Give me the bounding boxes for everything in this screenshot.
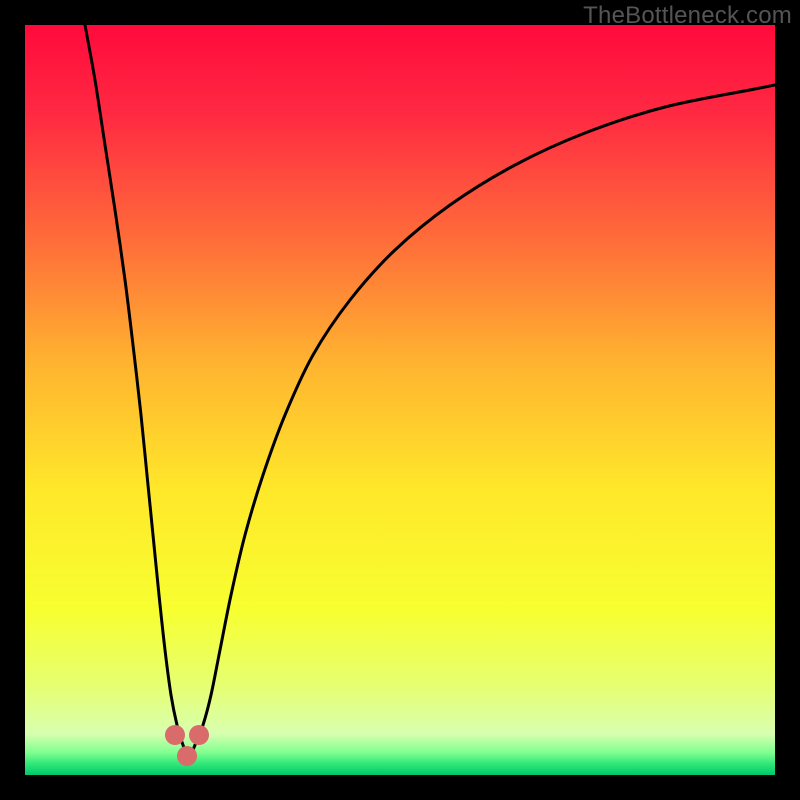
chart-container: TheBottleneck.com: [0, 0, 800, 800]
valley-marker: [177, 746, 197, 766]
gradient-background: [25, 25, 775, 775]
plot-area: [25, 25, 775, 775]
plot-svg: [25, 25, 775, 775]
valley-marker: [189, 725, 209, 745]
valley-marker: [165, 725, 185, 745]
